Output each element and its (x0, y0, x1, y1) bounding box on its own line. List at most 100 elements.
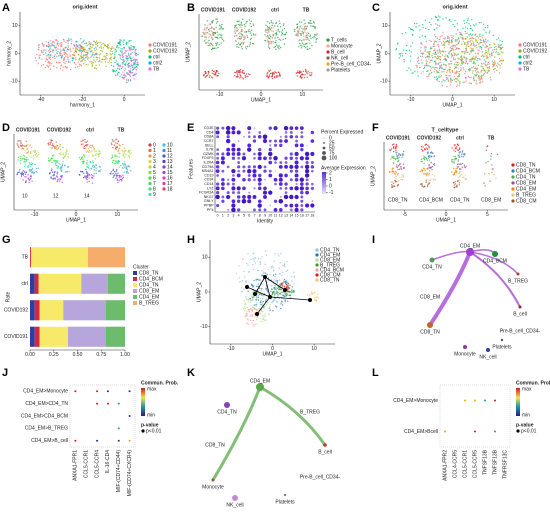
cell-point (478, 22, 481, 24)
cell-point (400, 178, 402, 181)
cell-point (254, 323, 256, 325)
cell-cloud (16, 169, 27, 177)
expression-dot (263, 194, 267, 199)
cell-point (73, 54, 76, 57)
cell-point (130, 169, 132, 172)
cell-point (101, 50, 104, 53)
cell-point (408, 67, 410, 69)
cell-point (268, 46, 270, 48)
cell-point (266, 72, 269, 74)
expression-dot (236, 195, 241, 199)
cell-point (456, 180, 459, 182)
cell-point (127, 78, 129, 81)
cell-point (92, 61, 94, 64)
cell-point (82, 162, 84, 165)
cell-point (85, 163, 88, 165)
plot-title: orig.ident (72, 4, 97, 10)
cell-point (255, 304, 257, 306)
expression-dot (215, 160, 220, 165)
cell-point (239, 43, 241, 46)
expression-dot (247, 199, 252, 204)
cell-point (305, 70, 307, 72)
panel-letter: E (187, 122, 194, 134)
cell-point (107, 61, 109, 63)
cell-point (311, 44, 313, 47)
cell-point (484, 185, 486, 187)
cell-point (259, 298, 262, 300)
cell-point (301, 76, 303, 79)
cell-point (260, 320, 262, 323)
cell-point (269, 305, 271, 308)
cell-point (430, 24, 432, 26)
cell-point (458, 73, 461, 76)
cell-point (56, 171, 59, 173)
cell-point (469, 60, 471, 62)
cell-point (291, 286, 293, 288)
expression-dot (295, 156, 299, 160)
legend-swatch (148, 43, 152, 47)
expression-dot (221, 169, 225, 173)
cell-point (270, 72, 272, 74)
cell-point (20, 174, 23, 176)
cell-point (56, 67, 58, 69)
network-node (211, 478, 215, 482)
x-tick-label: 10 (311, 346, 317, 352)
cell-point (276, 25, 279, 27)
cell-point (117, 174, 119, 177)
comm-dot (106, 402, 109, 405)
cluster-label: 14 (84, 193, 90, 199)
cell-point (52, 49, 54, 51)
cell-point (412, 42, 414, 44)
cell-point (124, 49, 127, 52)
cell-point (472, 70, 474, 72)
cell-point (449, 72, 452, 74)
comm-dot (96, 390, 99, 393)
expression-dot (216, 135, 220, 139)
cell-point (263, 271, 265, 273)
cell-point (211, 31, 213, 33)
cell-point (130, 152, 132, 154)
legend-swatch (148, 165, 152, 169)
cell-point (244, 306, 246, 308)
cell-point (75, 46, 77, 48)
cell-point (457, 67, 459, 69)
cell-point (428, 65, 430, 67)
cell-point (277, 253, 280, 255)
cell-point (279, 75, 282, 77)
cell-point (65, 60, 67, 63)
y-axis-label: UMAP_2 (0, 162, 6, 182)
cell-point (55, 160, 58, 163)
cell-cloud (116, 174, 125, 184)
cell-point (481, 65, 484, 68)
cell-point (497, 45, 499, 47)
cell-point (80, 140, 82, 142)
cell-point (451, 49, 453, 51)
cell-point (424, 47, 426, 49)
cell-point (463, 56, 465, 59)
cell-point (239, 68, 242, 71)
cell-point (487, 40, 489, 42)
cell-point (86, 178, 88, 181)
cell-point (273, 286, 276, 289)
cell-point (394, 158, 397, 161)
cell-cloud (420, 143, 430, 152)
cell-point (395, 172, 397, 174)
cell-point (102, 47, 105, 49)
cell-point (278, 267, 281, 270)
cell-point (392, 162, 395, 164)
cell-point (56, 55, 58, 58)
cell-point (476, 35, 478, 38)
cell-point (482, 68, 484, 70)
cell-point (452, 35, 454, 37)
cell-point (53, 55, 56, 58)
cell-point (271, 288, 273, 290)
cell-point (470, 83, 473, 85)
cell-point (126, 170, 128, 173)
cell-point (22, 179, 24, 181)
cell-point (285, 295, 288, 297)
cell-point (283, 23, 285, 25)
cell-point (493, 43, 496, 46)
cell-point (122, 154, 124, 157)
legend-swatch (326, 68, 330, 72)
cell-point (423, 185, 426, 188)
